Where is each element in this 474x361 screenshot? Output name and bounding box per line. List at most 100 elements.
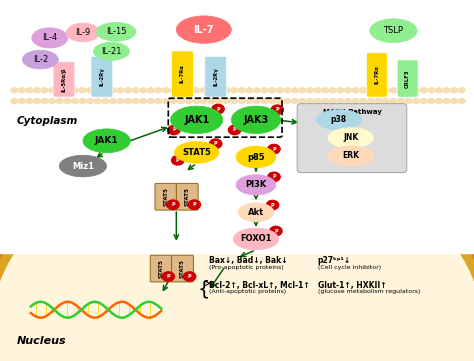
- Circle shape: [268, 144, 280, 154]
- Text: Cytoplasm: Cytoplasm: [17, 116, 78, 126]
- Ellipse shape: [316, 110, 362, 130]
- Circle shape: [102, 88, 109, 93]
- Text: (Anti-apoptotic proteins): (Anti-apoptotic proteins): [209, 289, 286, 294]
- FancyBboxPatch shape: [172, 255, 193, 282]
- Text: P: P: [176, 158, 180, 163]
- Text: Glut-1↑, HXKII↑: Glut-1↑, HXKII↑: [318, 281, 386, 290]
- Text: IL-2Rγ: IL-2Rγ: [100, 67, 104, 86]
- Ellipse shape: [22, 50, 58, 69]
- Circle shape: [216, 88, 222, 93]
- Text: STAT5: STAT5: [164, 187, 168, 206]
- Ellipse shape: [176, 16, 231, 43]
- Circle shape: [11, 99, 18, 104]
- FancyBboxPatch shape: [205, 56, 227, 97]
- Circle shape: [270, 226, 282, 236]
- Circle shape: [41, 99, 48, 104]
- Circle shape: [269, 88, 275, 93]
- Circle shape: [451, 99, 457, 104]
- Circle shape: [458, 99, 465, 104]
- Circle shape: [56, 99, 63, 104]
- Circle shape: [109, 88, 116, 93]
- Ellipse shape: [93, 42, 129, 60]
- Circle shape: [352, 99, 359, 104]
- Circle shape: [94, 99, 101, 104]
- Circle shape: [292, 99, 298, 104]
- Text: IL-2Rγ: IL-2Rγ: [213, 67, 218, 86]
- Text: IL-7: IL-7: [193, 25, 214, 35]
- Text: p38: p38: [331, 116, 347, 124]
- Circle shape: [117, 99, 124, 104]
- Circle shape: [170, 88, 177, 93]
- FancyBboxPatch shape: [150, 255, 172, 282]
- Circle shape: [188, 200, 201, 209]
- Circle shape: [307, 88, 313, 93]
- Circle shape: [428, 88, 435, 93]
- Circle shape: [314, 88, 321, 93]
- Circle shape: [329, 99, 336, 104]
- Circle shape: [185, 99, 192, 104]
- Circle shape: [238, 88, 245, 93]
- Circle shape: [337, 99, 344, 104]
- Text: ERK: ERK: [342, 152, 359, 160]
- Text: P: P: [274, 229, 278, 234]
- Circle shape: [155, 99, 162, 104]
- Circle shape: [276, 88, 283, 93]
- Text: IL-21: IL-21: [101, 47, 122, 56]
- Circle shape: [228, 125, 241, 135]
- Ellipse shape: [83, 129, 130, 153]
- Circle shape: [383, 99, 389, 104]
- Ellipse shape: [328, 146, 374, 166]
- Circle shape: [34, 88, 40, 93]
- Ellipse shape: [0, 137, 474, 361]
- Circle shape: [26, 88, 33, 93]
- Circle shape: [276, 99, 283, 104]
- Circle shape: [329, 88, 336, 93]
- Circle shape: [390, 88, 397, 93]
- Circle shape: [72, 99, 78, 104]
- Circle shape: [167, 200, 179, 209]
- Circle shape: [443, 99, 450, 104]
- Text: FOXO1: FOXO1: [240, 235, 272, 243]
- Text: Bax↓, Bad↓, Bak↓: Bax↓, Bad↓, Bak↓: [209, 256, 287, 265]
- Circle shape: [168, 125, 180, 135]
- Circle shape: [64, 99, 71, 104]
- Circle shape: [322, 99, 328, 104]
- Circle shape: [193, 88, 200, 93]
- Circle shape: [216, 99, 222, 104]
- Text: (Cell cycle inhibitor): (Cell cycle inhibitor): [318, 265, 381, 270]
- Circle shape: [172, 156, 184, 165]
- Circle shape: [201, 99, 207, 104]
- Circle shape: [147, 88, 154, 93]
- Circle shape: [383, 88, 389, 93]
- Circle shape: [246, 88, 253, 93]
- Circle shape: [147, 99, 154, 104]
- Circle shape: [443, 88, 450, 93]
- Circle shape: [337, 88, 344, 93]
- Circle shape: [79, 99, 86, 104]
- FancyBboxPatch shape: [53, 62, 75, 97]
- Text: P: P: [272, 174, 276, 179]
- Circle shape: [132, 88, 139, 93]
- Circle shape: [34, 99, 40, 104]
- Text: P: P: [216, 106, 220, 112]
- Circle shape: [102, 99, 109, 104]
- Circle shape: [322, 88, 328, 93]
- Text: STAT5: STAT5: [185, 187, 190, 206]
- Circle shape: [405, 88, 412, 93]
- Circle shape: [254, 99, 260, 104]
- Ellipse shape: [1, 167, 473, 361]
- Circle shape: [163, 88, 169, 93]
- Circle shape: [314, 99, 321, 104]
- Circle shape: [299, 88, 306, 93]
- Ellipse shape: [59, 155, 107, 177]
- Text: Akt: Akt: [248, 208, 264, 217]
- Text: IL-7Rα: IL-7Rα: [180, 65, 185, 83]
- Circle shape: [87, 99, 93, 104]
- Ellipse shape: [370, 19, 417, 43]
- Text: IL-15: IL-15: [106, 27, 127, 36]
- Text: P: P: [233, 127, 237, 132]
- Text: STAT5: STAT5: [182, 148, 211, 157]
- Bar: [0, 0, 474, 253]
- Text: JAK1: JAK1: [184, 115, 210, 125]
- Text: JAK1: JAK1: [95, 136, 118, 145]
